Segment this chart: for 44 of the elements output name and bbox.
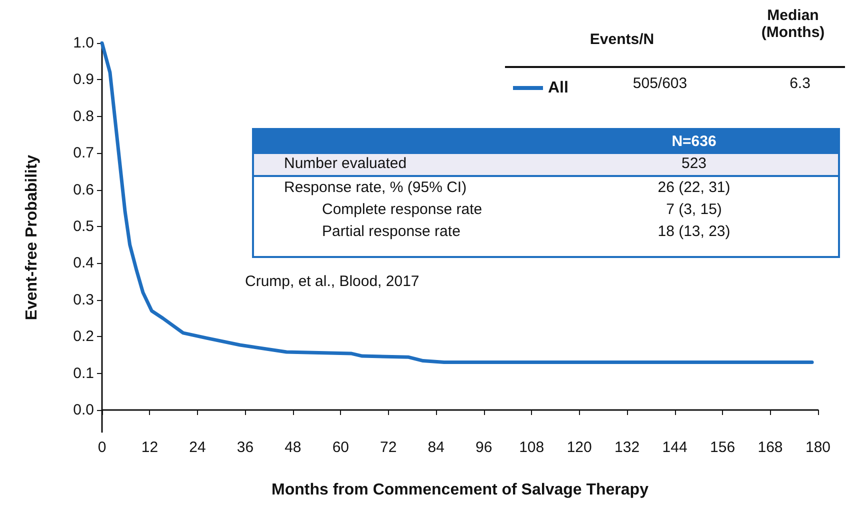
y-tick-label: 0.3 — [73, 291, 94, 308]
x-tick-label: 168 — [758, 439, 783, 456]
annotation: Number evaluated — [284, 155, 407, 172]
x-tick-label: 96 — [476, 439, 492, 456]
y-tick-label: 0.4 — [73, 254, 94, 272]
annotation: Crump, et al., Blood, 2017 — [245, 273, 420, 290]
annotation: Partial response rate — [322, 223, 460, 240]
y-tick-label: 0.8 — [73, 108, 94, 125]
x-tick-label: 72 — [380, 439, 397, 456]
y-tick-label: 1.0 — [73, 34, 94, 52]
annotation: Response rate, % (95% CI) — [284, 179, 467, 196]
legend-label: All — [548, 80, 568, 96]
y-tick-label: 0.1 — [73, 364, 94, 382]
y-tick-label: 0.5 — [73, 218, 94, 235]
text: Median (Months) — [760, 7, 826, 41]
y-axis-title: Event-free Probability — [24, 154, 40, 320]
x-tick-label: 12 — [141, 439, 158, 456]
annotation: 7 (3, 15) — [666, 201, 722, 218]
y-tick-label: 0.6 — [73, 181, 94, 198]
annotation: 18 (13, 23) — [658, 223, 730, 240]
annotation: 505/603 — [632, 75, 688, 92]
x-axis-title: Months from Commencement of Salvage Therapy — [272, 482, 649, 498]
y-tick-label: 0.7 — [73, 144, 94, 162]
x-tick-label: 156 — [710, 439, 736, 456]
x-tick-label: 108 — [519, 439, 544, 456]
y-tick-label: 0.2 — [73, 328, 94, 346]
x-tick-label: 24 — [189, 439, 206, 456]
x-tick-label: 144 — [662, 439, 688, 456]
x-tick-label: 0 — [98, 439, 106, 456]
annotation: 523 — [681, 155, 707, 172]
annotation: N=636 — [672, 133, 716, 150]
annotation: Events/N — [590, 31, 654, 48]
x-tick-label: 36 — [236, 439, 254, 456]
annotation: 26 (22, 31) — [658, 179, 730, 196]
y-tick-label: 0.9 — [73, 71, 94, 88]
x-tick-label: 60 — [332, 439, 350, 456]
annotation: Complete response rate — [322, 201, 482, 218]
x-tick-label: 48 — [284, 439, 302, 456]
x-tick-label: 132 — [614, 439, 640, 456]
y-tick-label: 0.0 — [73, 401, 94, 418]
x-tick-label: 84 — [428, 439, 444, 456]
x-tick-label: 120 — [566, 439, 592, 456]
x-tick-label: 180 — [805, 439, 831, 456]
annotation: 6.3 — [790, 75, 810, 92]
